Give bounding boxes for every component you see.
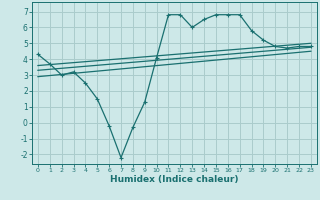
X-axis label: Humidex (Indice chaleur): Humidex (Indice chaleur) <box>110 175 239 184</box>
